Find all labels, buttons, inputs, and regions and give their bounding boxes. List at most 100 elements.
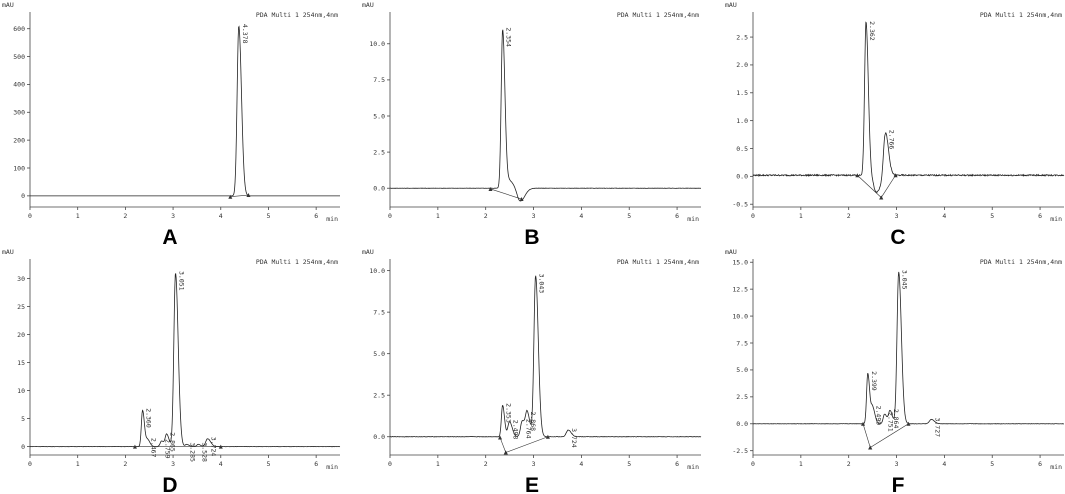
x-tick-label: 2 [123,212,127,220]
y-tick-label: 5.0 [373,112,385,120]
chart-panel-c: mAU PDA Multi 1 254nm,4nm -0.5 0.0 0.5 1.0 1.5… [725,1,1065,249]
x-tick-label: 4 [579,460,583,468]
chromatogram-trace [752,271,1065,425]
peak-marker [246,193,251,198]
x-tick-label: 3 [171,460,175,468]
x-tick-label: 0 [388,460,392,468]
y-tick-label: 10 [17,387,25,395]
axis-frame [389,12,701,208]
y-unit-label: mAU [362,1,374,9]
y-tick-label: 15 [17,359,25,367]
y-tick-label: 0.0 [736,420,748,428]
peak-label: 2.498 [512,420,520,440]
x-tick-label: 3 [532,460,536,468]
y-unit-label: mAU [2,1,14,9]
y-unit-label: mAU [725,1,737,9]
y-tick-label: 0 [21,443,25,451]
peak-label: 3.043 [538,274,546,294]
detector-header: PDA Multi 1 254nm,4nm [617,258,699,266]
peak-label: 4.378 [241,24,249,44]
peak-label: 2.353 [505,403,513,423]
peak-label: 2.499 [875,406,883,426]
y-tick-label: 20 [17,331,25,339]
x-tick-label: 0 [388,212,392,220]
y-tick-label: 10.0 [369,267,385,275]
x-tick-label: 4 [579,212,583,220]
y-tick-label: 10.0 [369,40,385,48]
x-tick-label: 2 [123,460,127,468]
y-tick-label: 7.5 [373,76,385,84]
y-tick-label: 12.5 [732,285,748,293]
integration-baseline [230,194,249,197]
detector-header: PDA Multi 1 254nm,4nm [617,11,699,19]
y-tick-label: 200 [13,136,25,144]
panel-letter: E [525,474,539,494]
peak-marker [906,421,911,426]
x-unit-label: min [687,463,699,471]
peak-label: 3.051 [178,271,186,291]
panel-letter: C [890,226,905,249]
peak-label: 2.467 [150,438,158,458]
axis-frame [752,12,1064,208]
y-unit-label: mAU [725,248,737,256]
x-tick-label: 2 [484,460,488,468]
x-tick-label: 1 [76,460,80,468]
chart-panel-b: mAU PDA Multi 1 254nm,4nm 0.0 2.5 5.0 7.5 10.0… [362,1,702,249]
panel-letter: B [524,226,539,249]
y-tick-label: 400 [13,81,25,89]
chromatogram-trace [752,21,1065,193]
x-tick-label: 3 [895,460,899,468]
y-tick-label: 100 [13,164,25,172]
y-tick-label: 1.0 [736,117,748,125]
panel-letter: D [162,474,177,494]
x-tick-label: 2 [484,212,488,220]
x-tick-label: 1 [436,212,440,220]
peak-label: 2.766 [887,130,895,150]
peak-marker [218,444,223,449]
y-tick-label: -0.5 [732,201,748,209]
y-tick-label: 2.5 [373,392,385,400]
y-tick-label: 7.5 [373,308,385,316]
y-tick-label: 5.0 [373,350,385,358]
peak-label: 2.759 [164,439,172,459]
y-tick-label: 5 [21,415,25,423]
chromatogram-trace [389,29,702,202]
peak-marker [868,445,873,450]
y-tick-label: 2.5 [736,33,748,41]
y-tick-label: 500 [13,53,25,61]
y-tick-label: 10.0 [732,312,748,320]
x-tick-label: 3 [532,212,536,220]
x-unit-label: min [326,215,338,223]
x-tick-label: 6 [314,212,318,220]
x-unit-label: min [687,215,699,223]
detector-header: PDA Multi 1 254nm,4nm [980,11,1062,19]
x-tick-label: 0 [28,212,32,220]
detector-header: PDA Multi 1 254nm,4nm [256,258,338,266]
x-tick-label: 0 [28,460,32,468]
x-tick-label: 4 [219,212,223,220]
x-tick-label: 1 [799,460,803,468]
x-tick-label: 6 [675,460,679,468]
x-tick-label: 5 [267,460,271,468]
integration-baseline [880,175,896,198]
peak-label: 3.045 [901,270,909,290]
y-tick-label: -2.5 [732,447,748,455]
peak-label: 2.399 [870,371,878,391]
x-unit-label: min [1050,215,1062,223]
chromatogram-trace [29,273,341,448]
peak-label: 2.751 [887,412,895,432]
chart-panel-e: mAU PDA Multi 1 254nm,4nm 0.0 2.5 5.0 7.5 10.0… [362,248,702,494]
x-tick-label: 0 [751,460,755,468]
y-tick-label: 0.0 [373,433,385,441]
x-tick-label: 5 [267,212,271,220]
peak-label: 2.864 [892,409,900,429]
x-tick-label: 1 [436,460,440,468]
x-tick-label: 6 [1038,460,1042,468]
peak-marker [879,195,884,200]
x-tick-label: 6 [314,460,318,468]
y-unit-label: mAU [362,248,374,256]
peak-marker [228,194,233,199]
peak-label: 3.724 [570,428,578,448]
y-tick-label: 600 [13,25,25,33]
